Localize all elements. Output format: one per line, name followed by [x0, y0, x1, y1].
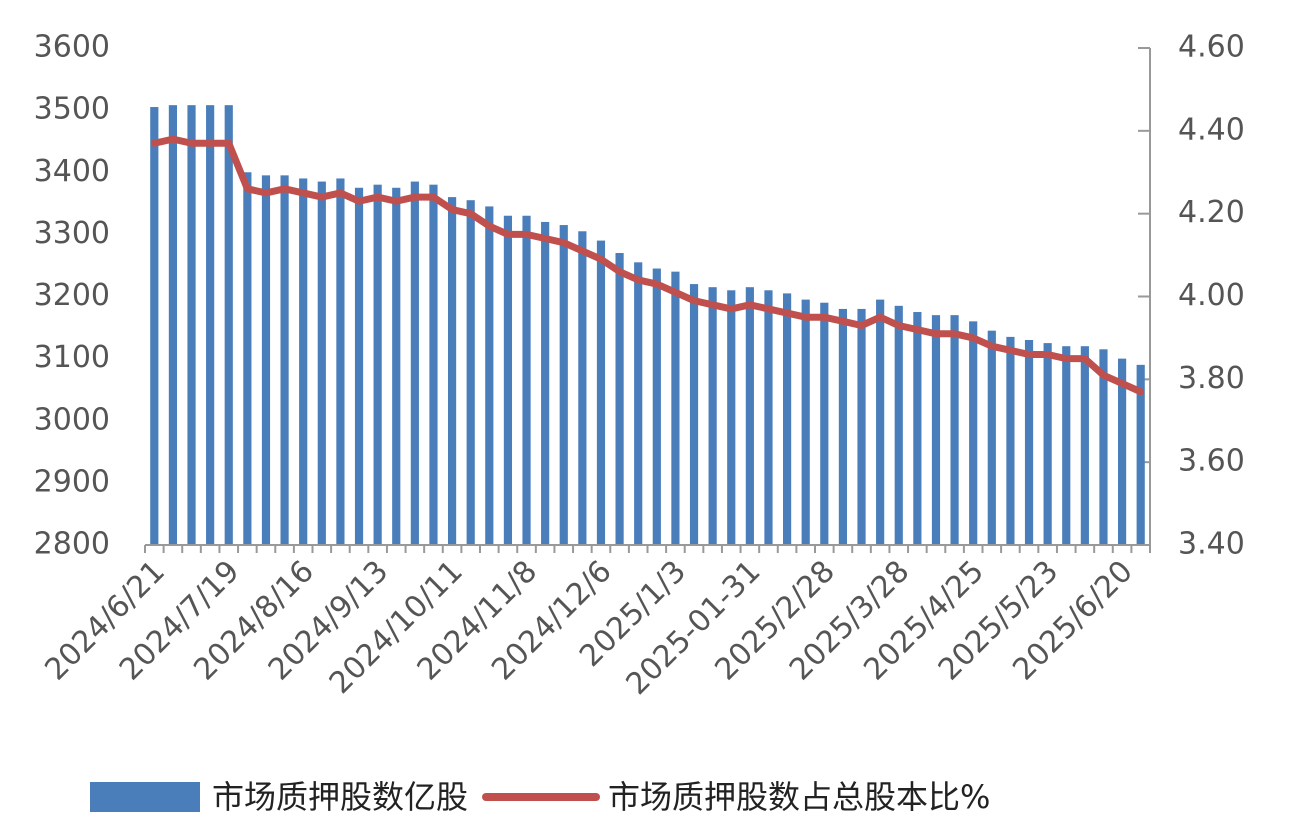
bar: [299, 178, 308, 545]
bar: [876, 299, 885, 545]
legend-label: 市场质押股数亿股: [212, 778, 468, 816]
bar: [913, 312, 922, 545]
bar: [820, 302, 829, 545]
bar: [764, 290, 773, 545]
bar: [336, 178, 345, 545]
bar: [708, 287, 717, 545]
bar: [559, 225, 568, 545]
bar: [429, 184, 438, 546]
bar: [1062, 346, 1071, 545]
bar: [187, 105, 196, 545]
bar: [801, 299, 810, 545]
bar: [596, 240, 606, 545]
bar: [261, 175, 271, 545]
bar: [485, 206, 494, 545]
bar: [410, 181, 419, 545]
bar: [503, 215, 513, 546]
bar: [373, 184, 382, 546]
bar: [354, 187, 364, 545]
y2-tick-label: 3.80: [1178, 361, 1245, 396]
bar: [652, 268, 661, 545]
bar: [987, 330, 996, 545]
line: [150, 135, 1145, 396]
y2-tick-label: 4.20: [1178, 195, 1245, 230]
bar: [243, 172, 252, 545]
bar: [1006, 336, 1015, 545]
bar: [1043, 343, 1052, 545]
bar: [150, 107, 159, 546]
y-tick-label: 3100: [34, 340, 110, 375]
bar: [447, 197, 457, 545]
y2-tick-label: 3.40: [1178, 527, 1245, 562]
bar: [466, 200, 475, 546]
bar: [931, 315, 941, 545]
bar: [727, 290, 736, 545]
bar: [615, 253, 624, 545]
bar: [857, 308, 866, 545]
bar: [894, 305, 903, 545]
bar: [634, 262, 643, 545]
bar: [838, 308, 848, 545]
bar: [745, 287, 754, 545]
bar: [392, 187, 401, 545]
bar: [782, 293, 792, 545]
y-tick-label: 3500: [34, 92, 110, 127]
y-tick-label: 2800: [34, 527, 110, 562]
y2-tick-label: 4.60: [1178, 30, 1245, 65]
bar: [224, 105, 233, 545]
bar: [578, 231, 587, 546]
y-tick-label: 3400: [34, 154, 110, 189]
bar: [1099, 349, 1108, 545]
bar: [689, 284, 699, 545]
legend: 市场质押股数亿股 市场质押股数占总股本比%: [90, 778, 990, 816]
bar: [1117, 358, 1127, 545]
bar: [168, 105, 178, 545]
y-tick-label: 3600: [34, 30, 110, 65]
bar: [206, 105, 215, 545]
y2-tick-label: 4.00: [1178, 278, 1245, 313]
bar: [1080, 346, 1089, 545]
bar: [522, 215, 531, 546]
bar: [1136, 364, 1145, 545]
y2-tick-label: 3.60: [1178, 444, 1245, 479]
bar: [541, 221, 550, 545]
y-tick-label: 3200: [34, 278, 110, 313]
y-tick-label: 3300: [34, 216, 110, 251]
y-tick-label: 3000: [34, 402, 110, 437]
bar: [671, 271, 680, 545]
y2-tick-label: 4.40: [1178, 112, 1245, 147]
bar: [280, 175, 289, 545]
legend-swatch: [90, 782, 200, 812]
bar: [950, 315, 959, 545]
bar: [317, 181, 326, 545]
bar: [1024, 339, 1034, 545]
bar: [969, 321, 978, 545]
legend-label: 市场质押股数占总股本比%: [608, 778, 990, 816]
y-tick-label: 2900: [34, 464, 110, 499]
